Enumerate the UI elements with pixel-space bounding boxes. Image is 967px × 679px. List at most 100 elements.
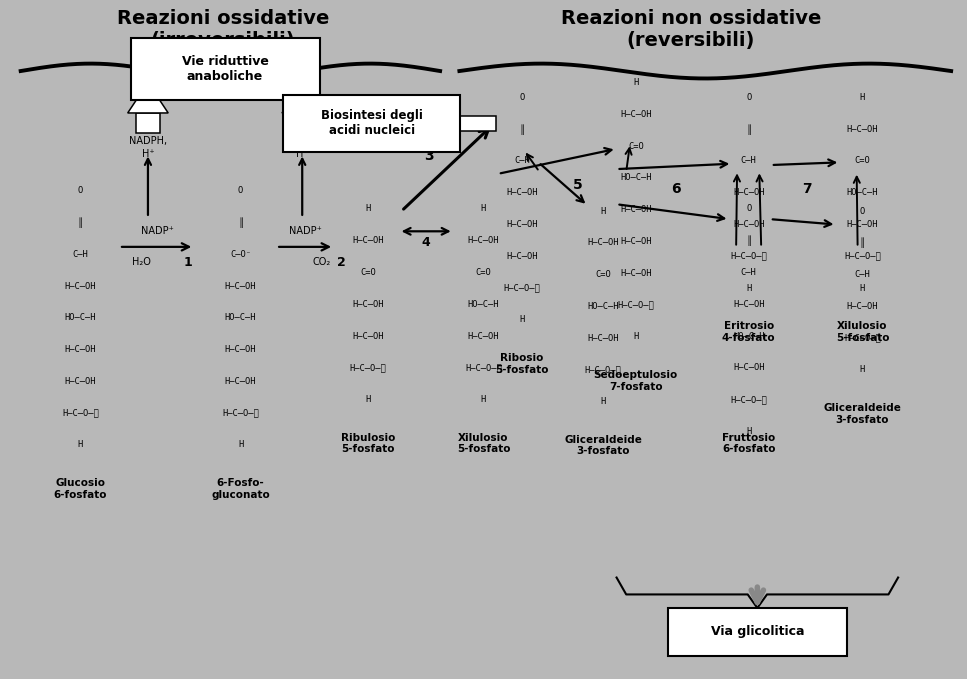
Text: ║: ║ [746,124,751,134]
FancyBboxPatch shape [283,94,460,151]
Text: Xilulosio
5-fosfato: Xilulosio 5-fosfato [456,433,511,454]
Text: H–C–O–Ⓟ: H–C–O–Ⓟ [349,363,386,372]
Text: Reazioni non ossidative
(reversibili): Reazioni non ossidative (reversibili) [561,10,821,50]
Text: H–C–O–Ⓟ: H–C–O–Ⓟ [585,365,622,374]
Text: 6-Fosfo-
gluconato: 6-Fosfo- gluconato [211,478,270,500]
Text: H–C–OH: H–C–OH [468,236,499,245]
Text: NADP⁺: NADP⁺ [141,226,174,236]
Text: H–C–OH: H–C–OH [847,220,878,229]
Text: NADP⁺: NADP⁺ [289,226,322,236]
Text: ║: ║ [77,217,83,228]
Text: H: H [633,332,638,342]
Text: Biosintesi degli
acidi nucleici: Biosintesi degli acidi nucleici [321,109,423,137]
Text: H–C–OH: H–C–OH [224,377,256,386]
Text: H–C–OH: H–C–OH [587,333,619,343]
Text: C–O⁻: C–O⁻ [230,250,251,259]
Text: HO–C–H: HO–C–H [224,314,256,323]
Text: HO–C–H: HO–C–H [620,173,652,183]
Bar [290,113,314,133]
Text: H–C–OH: H–C–OH [352,300,384,309]
Text: H–C–OH: H–C–OH [847,125,878,134]
Text: Gliceraldeide
3-fosfato: Gliceraldeide 3-fosfato [824,403,901,424]
Text: H–C–OH: H–C–OH [65,377,96,386]
Text: H–C–O–Ⓟ: H–C–O–Ⓟ [730,395,767,404]
Text: 4: 4 [422,236,430,249]
Text: O: O [746,93,751,102]
Text: H: H [366,204,370,213]
Text: H–C–OH: H–C–OH [352,331,384,341]
Text: H–C–O–Ⓟ: H–C–O–Ⓟ [844,333,881,343]
Text: H–C–OH: H–C–OH [733,188,764,198]
Text: Sedoeptulosio
7-fosfato: Sedoeptulosio 7-fosfato [594,370,678,392]
FancyBboxPatch shape [667,608,847,656]
Text: ║: ║ [238,217,243,228]
Text: H–C–O–Ⓟ: H–C–O–Ⓟ [222,409,259,418]
Polygon shape [430,109,457,137]
Text: 1: 1 [183,256,191,269]
Text: Gliceraldeide
3-fosfato: Gliceraldeide 3-fosfato [564,435,642,456]
Polygon shape [128,83,168,113]
Text: 2: 2 [337,256,346,269]
Text: H–C–OH: H–C–OH [507,252,538,261]
Text: ║: ║ [860,238,865,248]
Text: H₂O: H₂O [132,257,151,268]
Text: H–C–O–Ⓟ: H–C–O–Ⓟ [730,252,767,261]
Text: O: O [746,204,751,213]
Text: H: H [746,427,751,436]
Text: HO–C–H: HO–C–H [847,188,878,198]
Polygon shape [282,83,322,113]
Text: Ribosio
5-fosfato: Ribosio 5-fosfato [495,353,549,375]
Text: H–C–OH: H–C–OH [65,282,96,291]
Text: C=O: C=O [855,156,870,166]
Text: H–C–OH: H–C–OH [468,331,499,341]
Text: H–C–OH: H–C–OH [224,345,256,354]
Text: ║: ║ [746,236,751,246]
Text: H: H [601,397,605,406]
Text: 6: 6 [671,182,681,196]
Text: H: H [746,284,751,293]
Text: H: H [519,315,525,325]
Text: H–C–OH: H–C–OH [352,236,384,245]
Text: H: H [860,284,865,293]
Text: H⁺: H⁺ [141,149,155,158]
Text: H: H [860,93,865,102]
Text: H–C–OH: H–C–OH [65,345,96,354]
Text: H–C–O–Ⓟ: H–C–O–Ⓟ [618,301,655,310]
Text: O: O [238,186,243,196]
Text: C–H: C–H [514,156,530,166]
Text: H–C–OH: H–C–OH [587,238,619,247]
Text: H: H [601,206,605,215]
Text: O: O [77,186,83,196]
Text: CO₂: CO₂ [312,257,331,268]
Text: 7: 7 [802,183,811,196]
Text: H: H [633,78,638,87]
Text: H⁺: H⁺ [296,149,308,158]
Text: Reazioni ossidative
(irreversibili): Reazioni ossidative (irreversibili) [117,10,330,50]
Text: H–C–OH: H–C–OH [733,300,764,309]
Bar [457,115,496,130]
Text: H: H [366,395,370,404]
Text: H–C–OH: H–C–OH [224,282,256,291]
Text: H–C–OH: H–C–OH [620,237,652,246]
Text: Ribulosio
5-fosfato: Ribulosio 5-fosfato [340,433,395,454]
Text: H–C–OH: H–C–OH [620,269,652,278]
Text: H: H [238,441,243,449]
Text: 3: 3 [424,149,433,162]
Text: C=O: C=O [476,268,491,277]
Text: H: H [481,204,486,213]
Text: C=O: C=O [596,270,611,279]
Text: C–H: C–H [741,268,756,277]
Text: 5: 5 [573,179,583,192]
Text: C–H: C–H [741,156,756,166]
Text: O: O [860,206,865,215]
Text: NADPH,: NADPH, [283,136,321,147]
Text: H–C–OH: H–C–OH [733,363,764,372]
Text: H–C–OH: H–C–OH [620,110,652,119]
Text: H–C–O–Ⓟ: H–C–O–Ⓟ [844,252,881,261]
Text: Fruttosio
6-fosfato: Fruttosio 6-fosfato [722,433,776,454]
Text: H–C–OH: H–C–OH [507,188,538,198]
Text: HO–C–H: HO–C–H [65,314,96,323]
Text: Glucosio
6-fosfato: Glucosio 6-fosfato [54,478,107,500]
Text: Via glicolitica: Via glicolitica [711,625,805,638]
Text: NADPH,: NADPH, [129,136,167,147]
